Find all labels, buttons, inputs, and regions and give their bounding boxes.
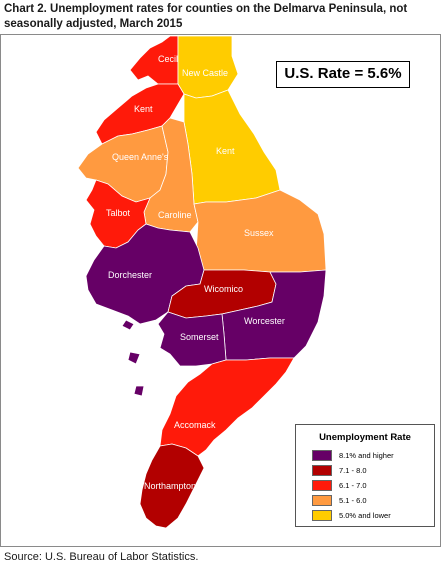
- delmarva-map: Cecil New Castle Kent Kent Queen Anne's …: [77, 35, 327, 529]
- label-wicomico: Wicomico: [204, 284, 243, 294]
- label-accomack: Accomack: [174, 420, 216, 430]
- label-kent-de: Kent: [216, 146, 235, 156]
- legend-label: 6.1 - 7.0: [339, 481, 367, 490]
- legend-label: 7.1 - 8.0: [339, 466, 367, 475]
- chart-title: Chart 2. Unemployment rates for counties…: [4, 3, 408, 30]
- legend-title: Unemployment Rate: [319, 432, 411, 443]
- island-1: [121, 319, 135, 331]
- county-new-castle[interactable]: [177, 35, 239, 99]
- label-new-castle: New Castle: [182, 68, 228, 78]
- county-dorchester[interactable]: [85, 223, 205, 325]
- legend-swatch: [312, 510, 332, 521]
- legend-swatch: [312, 465, 332, 476]
- legend: Unemployment Rate 8.1% and higher 7.1 - …: [295, 424, 435, 527]
- legend-swatch: [312, 480, 332, 491]
- legend-label: 5.0% and lower: [339, 511, 391, 520]
- county-accomack[interactable]: [159, 357, 295, 457]
- island-2: [127, 351, 141, 365]
- label-kent-md: Kent: [134, 104, 153, 114]
- label-caroline: Caroline: [158, 210, 192, 220]
- label-cecil: Cecil: [158, 54, 178, 64]
- label-worcester: Worcester: [244, 316, 285, 326]
- label-queen-annes: Queen Anne's: [112, 152, 169, 162]
- label-somerset: Somerset: [180, 332, 219, 342]
- legend-label: 5.1 - 6.0: [339, 496, 367, 505]
- island-3: [133, 385, 145, 397]
- us-rate-box: U.S. Rate = 5.6%: [276, 61, 410, 88]
- label-talbot: Talbot: [106, 208, 131, 218]
- label-dorchester: Dorchester: [108, 270, 152, 280]
- label-northampton: Northampton: [144, 481, 196, 491]
- source-note: Source: U.S. Bureau of Labor Statistics.: [4, 551, 199, 563]
- legend-swatch: [312, 495, 332, 506]
- legend-label: 8.1% and higher: [339, 451, 394, 460]
- county-somerset[interactable]: [157, 311, 227, 367]
- legend-swatch: [312, 450, 332, 461]
- county-northampton[interactable]: [139, 443, 205, 529]
- label-sussex: Sussex: [244, 228, 274, 238]
